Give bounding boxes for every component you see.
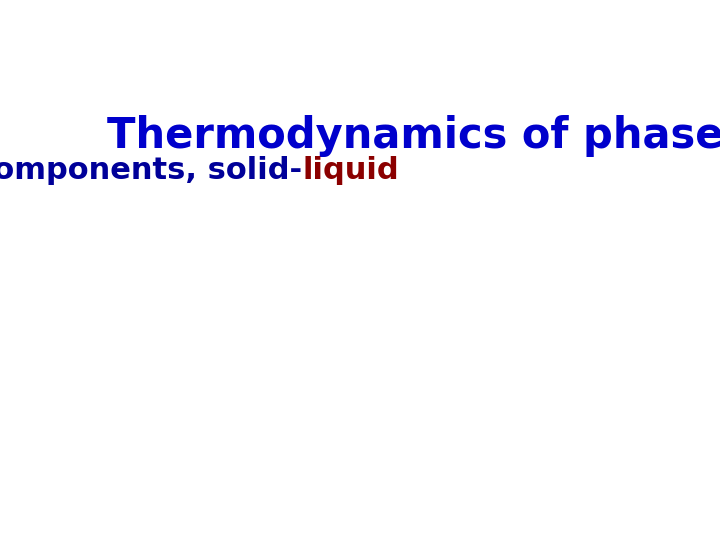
Text: Thermodynamics of phase separation: Thermodynamics of phase separation — [107, 114, 720, 157]
Text: 2  components, solid-: 2 components, solid- — [0, 156, 302, 185]
Text: liquid: liquid — [302, 156, 399, 185]
